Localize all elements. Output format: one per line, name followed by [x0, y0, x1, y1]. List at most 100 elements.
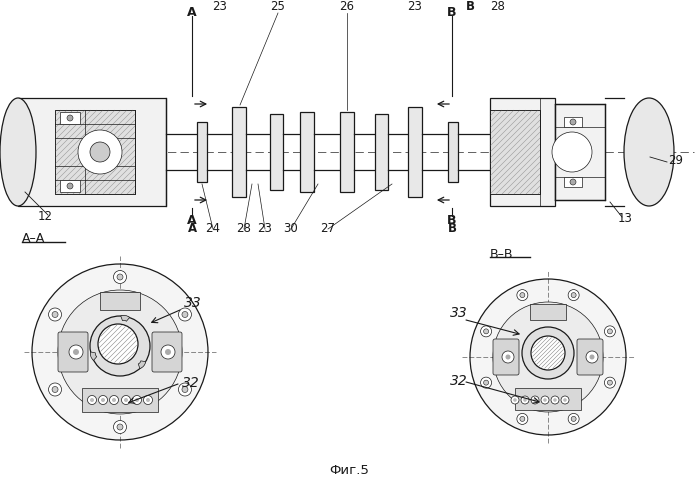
- Circle shape: [589, 354, 595, 360]
- Circle shape: [98, 324, 138, 364]
- FancyBboxPatch shape: [152, 332, 182, 372]
- Circle shape: [513, 398, 517, 402]
- Circle shape: [568, 290, 579, 301]
- Bar: [555, 104, 605, 200]
- Circle shape: [90, 398, 94, 402]
- Text: A: A: [187, 222, 196, 235]
- Bar: [60, 112, 80, 124]
- Circle shape: [607, 329, 612, 334]
- Text: 32: 32: [450, 374, 468, 388]
- Circle shape: [570, 119, 576, 125]
- Circle shape: [48, 383, 62, 396]
- Circle shape: [520, 416, 525, 421]
- Circle shape: [67, 115, 73, 121]
- Bar: [564, 177, 582, 187]
- Text: 13: 13: [618, 212, 633, 225]
- Circle shape: [113, 420, 127, 433]
- Circle shape: [563, 398, 567, 402]
- Circle shape: [570, 179, 576, 185]
- Circle shape: [517, 414, 528, 424]
- Text: 25: 25: [271, 0, 285, 13]
- Text: 33: 33: [450, 306, 468, 320]
- Circle shape: [586, 351, 598, 363]
- Circle shape: [182, 311, 188, 318]
- Circle shape: [117, 424, 123, 430]
- FancyBboxPatch shape: [493, 339, 519, 375]
- Text: 32: 32: [182, 376, 200, 390]
- Circle shape: [143, 396, 152, 404]
- Circle shape: [523, 398, 527, 402]
- Circle shape: [568, 414, 579, 424]
- Circle shape: [543, 398, 547, 402]
- Text: B: B: [447, 5, 456, 18]
- Bar: [18, 98, 166, 206]
- Bar: [530, 304, 566, 320]
- Bar: [55, 110, 135, 194]
- Wedge shape: [138, 361, 145, 369]
- FancyBboxPatch shape: [58, 332, 88, 372]
- Circle shape: [470, 279, 626, 435]
- Text: B: B: [466, 0, 475, 13]
- Wedge shape: [90, 352, 96, 361]
- Circle shape: [481, 377, 491, 388]
- Circle shape: [531, 336, 565, 370]
- Circle shape: [521, 396, 529, 404]
- Circle shape: [133, 396, 141, 404]
- Circle shape: [99, 396, 108, 404]
- Circle shape: [182, 387, 188, 392]
- Text: 23: 23: [408, 0, 422, 13]
- Circle shape: [117, 274, 123, 280]
- Circle shape: [161, 345, 175, 359]
- Ellipse shape: [0, 98, 36, 206]
- Circle shape: [122, 396, 131, 404]
- Circle shape: [553, 398, 557, 402]
- Circle shape: [484, 329, 489, 334]
- Circle shape: [87, 396, 96, 404]
- Bar: [100, 292, 140, 310]
- Text: 12: 12: [38, 210, 53, 223]
- Text: 23: 23: [257, 222, 273, 235]
- Circle shape: [78, 130, 122, 174]
- Circle shape: [110, 396, 119, 404]
- Text: Фиг.5: Фиг.5: [329, 464, 369, 477]
- Text: 28: 28: [236, 222, 252, 235]
- Circle shape: [607, 380, 612, 385]
- Ellipse shape: [624, 98, 674, 206]
- FancyBboxPatch shape: [577, 339, 603, 375]
- Circle shape: [605, 377, 615, 388]
- Circle shape: [517, 290, 528, 301]
- Circle shape: [511, 396, 519, 404]
- Bar: [515, 388, 581, 410]
- Bar: [60, 180, 80, 192]
- Bar: [490, 110, 540, 194]
- Text: A: A: [187, 214, 197, 227]
- Text: 30: 30: [284, 222, 298, 235]
- Circle shape: [552, 132, 592, 172]
- Text: 26: 26: [340, 0, 354, 13]
- Bar: [408, 107, 422, 197]
- Circle shape: [502, 351, 514, 363]
- Text: 23: 23: [212, 0, 227, 13]
- Circle shape: [67, 183, 73, 189]
- Circle shape: [481, 326, 491, 337]
- Circle shape: [113, 270, 127, 283]
- Text: 33: 33: [184, 296, 202, 310]
- Circle shape: [135, 398, 139, 402]
- Circle shape: [73, 349, 79, 355]
- Bar: [270, 114, 283, 190]
- Bar: [490, 98, 555, 206]
- Wedge shape: [121, 315, 129, 321]
- Text: 29: 29: [668, 154, 683, 167]
- Circle shape: [32, 264, 208, 440]
- Bar: [55, 110, 135, 194]
- Circle shape: [69, 345, 83, 359]
- Bar: [375, 114, 388, 190]
- Circle shape: [531, 396, 539, 404]
- Circle shape: [146, 398, 150, 402]
- Bar: [490, 110, 540, 194]
- Text: 27: 27: [321, 222, 336, 235]
- Bar: [232, 107, 246, 197]
- Text: B: B: [447, 214, 456, 227]
- Text: 28: 28: [491, 0, 505, 13]
- Circle shape: [124, 398, 128, 402]
